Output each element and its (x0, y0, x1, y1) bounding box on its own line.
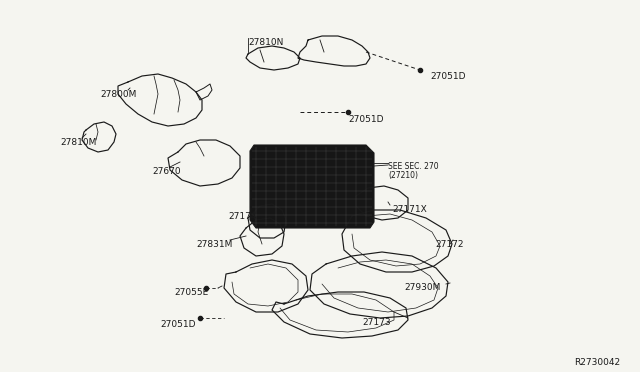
Text: (27210): (27210) (388, 171, 418, 180)
Text: 27930M: 27930M (404, 283, 440, 292)
Text: 27831M: 27831M (196, 240, 232, 249)
Text: 27670: 27670 (152, 167, 180, 176)
Text: 27172: 27172 (435, 240, 463, 249)
Text: 27051D: 27051D (160, 320, 195, 329)
Polygon shape (250, 145, 374, 228)
Text: 27051D: 27051D (348, 115, 383, 124)
Text: 27800M: 27800M (100, 90, 136, 99)
Text: 27810N: 27810N (248, 38, 284, 47)
Text: R2730042: R2730042 (574, 358, 620, 367)
Text: 27173: 27173 (362, 318, 390, 327)
Text: 27051D: 27051D (430, 72, 465, 81)
Text: 27171X: 27171X (392, 205, 427, 214)
Text: 27810M: 27810M (60, 138, 97, 147)
Text: SEE SEC. 270: SEE SEC. 270 (388, 162, 438, 171)
Text: 27055E: 27055E (174, 288, 208, 297)
Text: 27174: 27174 (228, 212, 257, 221)
